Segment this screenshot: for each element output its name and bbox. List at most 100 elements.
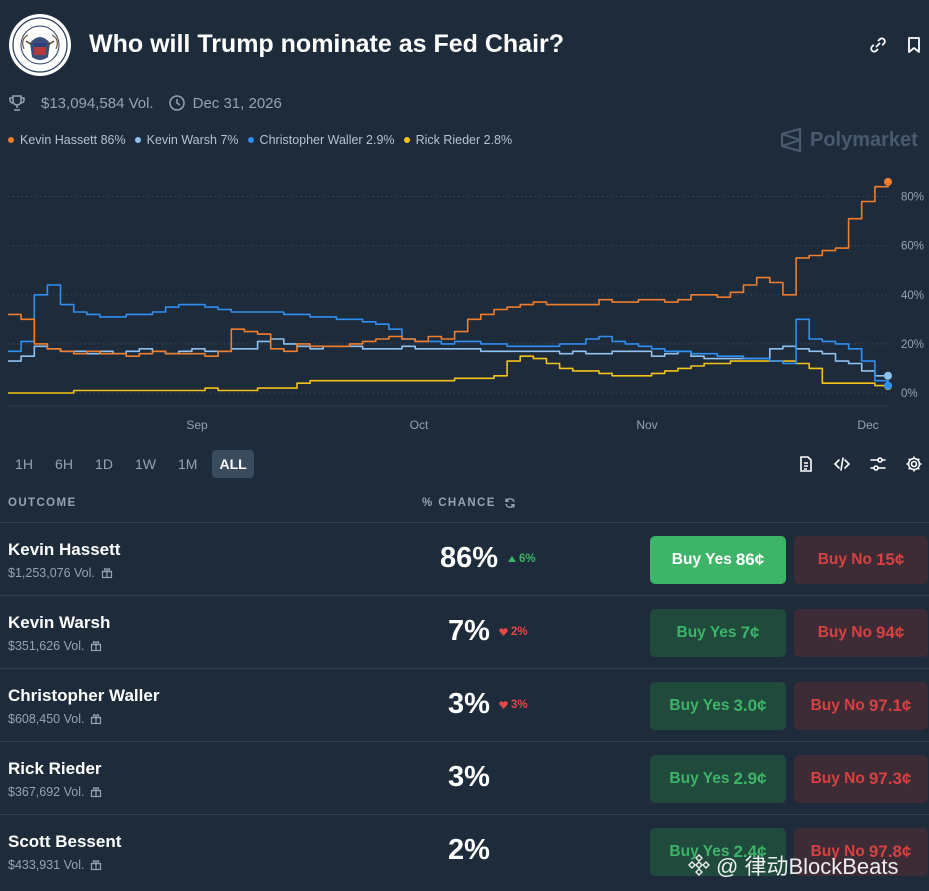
series-endpoint-kevin-hassett [884,177,892,186]
buy-yes-price: 7¢ [740,623,760,642]
buy-no-label: Buy No [810,770,865,787]
range-1h[interactable]: 1H [15,456,33,472]
outcome-volume: $367,692 Vol. [8,785,102,799]
buy-yes-price: 86¢ [735,550,765,569]
refresh-icon[interactable] [504,497,516,509]
buy-yes-button[interactable]: Buy Yes 2.9¢ [650,755,786,803]
binance-icon [688,854,710,876]
y-tick-label: 40% [901,290,924,302]
outcome-name: Kevin Warsh [8,613,111,632]
range-1m[interactable]: 1M [178,456,198,472]
x-tick-label: Nov [636,418,657,432]
down-heart-icon [499,701,508,709]
legend-label: Christopher Waller 2.9% [259,133,395,147]
buy-no-price: 97.3¢ [868,769,912,788]
x-tick-label: Sep [186,418,208,432]
outcome-volume-value: $351,626 Vol. [8,639,85,653]
buy-no-price: 15¢ [875,550,905,569]
buy-no-button[interactable]: Buy No 94¢ [794,609,928,657]
federal-reserve-seal-icon [9,14,71,76]
buy-yes-button[interactable]: Buy Yes 3.0¢ [650,682,786,730]
gift-icon[interactable] [90,640,102,652]
outcome-column-header: OUTCOME [8,497,77,509]
up-triangle-icon [508,556,516,562]
buy-yes-price: 2.4¢ [733,842,767,861]
range-all[interactable]: ALL [212,450,254,478]
gift-icon[interactable] [101,567,113,579]
legend-item: Rick Rieder 2.8% [403,133,513,147]
outcome-volume-value: $608,450 Vol. [8,712,85,726]
y-tick-label: 80% [901,192,924,204]
chart-legend: Kevin Hassett 86% Kevin Warsh 7% Christoph… [8,133,521,147]
buy-no-button[interactable]: Buy No 97.3¢ [794,755,928,803]
market-meta: $13,094,584 Vol. Dec 31, 2026 [8,92,282,114]
settings-gear-icon[interactable] [905,455,923,473]
legend-label: Kevin Warsh 7% [146,133,239,147]
outcome-chance: 3% [448,688,490,720]
gift-icon[interactable] [90,713,102,725]
outcome-row[interactable]: Rick Rieder $367,692 Vol. 3% Buy Yes 2.9¢ Buy… [0,741,929,814]
chance-column-header: % CHANCE [422,497,496,509]
gift-icon[interactable] [90,859,102,871]
polymarket-logo: Polymarket [780,128,918,152]
brand-name: Polymarket [810,128,918,151]
outcome-chance: 86% [439,542,499,574]
outcome-volume: $433,931 Vol. [8,858,102,872]
range-1w[interactable]: 1W [135,456,156,472]
time-range-selector: 1H 6H 1D 1W 1M ALL [8,450,262,478]
buy-no-button[interactable]: Buy No 97.8¢ [794,828,928,876]
watermark-text: @ 律动BlockBeats [716,854,899,879]
bookmark-icon[interactable] [904,35,924,55]
outcome-row[interactable]: Kevin Hassett $1,253,076 Vol. 86% 6% Buy Yes… [0,522,929,595]
link-icon[interactable] [868,35,888,55]
buy-yes-label: Buy Yes [671,551,732,568]
buy-yes-label: Buy Yes [669,843,730,860]
outcomes-table-header: OUTCOME % CHANCE [8,497,929,509]
series-line-rick-rieder [8,355,889,394]
embed-code-icon[interactable] [833,455,851,473]
outcome-volume-value: $433,931 Vol. [8,858,85,872]
legend-label: Kevin Hassett 86% [20,133,126,147]
outcome-name: Christopher Waller [8,686,160,705]
range-6h[interactable]: 6H [55,456,73,472]
outcome-change: 2% [499,626,528,638]
buy-yes-button[interactable]: Buy Yes 86¢ [650,536,786,584]
series-line-christopher-waller [8,284,889,386]
outcome-change-value: 6% [519,553,536,565]
legend-dot [8,137,14,143]
market-header: Who will Trump nominate as Fed Chair? [0,0,929,90]
buy-no-button[interactable]: Buy No 97.1¢ [794,682,928,730]
buy-no-label: Buy No [810,697,865,714]
outcome-row[interactable]: Scott Bessent $433,931 Vol. 2% Buy Yes 2.4¢ B… [0,814,929,887]
x-tick-label: Dec [857,418,878,432]
document-icon[interactable] [797,455,815,473]
down-heart-icon [499,628,508,636]
legend-item: Kevin Hassett 86% [8,133,126,147]
legend-dot [247,137,254,143]
legend-item: Kevin Warsh 7% [134,133,239,147]
gift-icon[interactable] [90,786,102,798]
buy-yes-label: Buy Yes [669,697,730,714]
buy-no-price: 94¢ [875,623,905,642]
buy-yes-label: Buy Yes [676,624,737,641]
y-tick-label: 0% [901,388,918,400]
buy-no-label: Buy No [817,551,872,568]
outcome-name: Rick Rieder [8,759,102,778]
buy-yes-button[interactable]: Buy Yes 7¢ [650,609,786,657]
range-1d[interactable]: 1D [95,456,113,472]
buy-yes-button[interactable]: Buy Yes 2.4¢ [650,828,786,876]
page-title: Who will Trump nominate as Fed Chair? [89,30,565,58]
outcome-row[interactable]: Christopher Waller $608,450 Vol. 3% 3% Buy Y… [0,668,929,741]
buy-no-label: Buy No [817,624,872,641]
legend-dot [403,137,410,143]
series-endpoint-kevin-warsh [884,371,892,380]
buy-no-button[interactable]: Buy No 15¢ [794,536,928,584]
legend-label: Rick Rieder 2.8% [415,133,513,147]
outcome-row[interactable]: Kevin Warsh $351,626 Vol. 7% 2% Buy Yes 7¢ Buy… [0,595,929,668]
outcome-change: 3% [499,699,528,711]
price-history-chart[interactable]: 80% 60% 40% 20% 0% Sep Oct Nov Dec [0,160,929,440]
outcome-name: Kevin Hassett [8,540,121,559]
outcome-name: Scott Bessent [8,832,122,851]
filters-icon[interactable] [869,455,887,473]
buy-yes-price: 3.0¢ [733,696,767,715]
